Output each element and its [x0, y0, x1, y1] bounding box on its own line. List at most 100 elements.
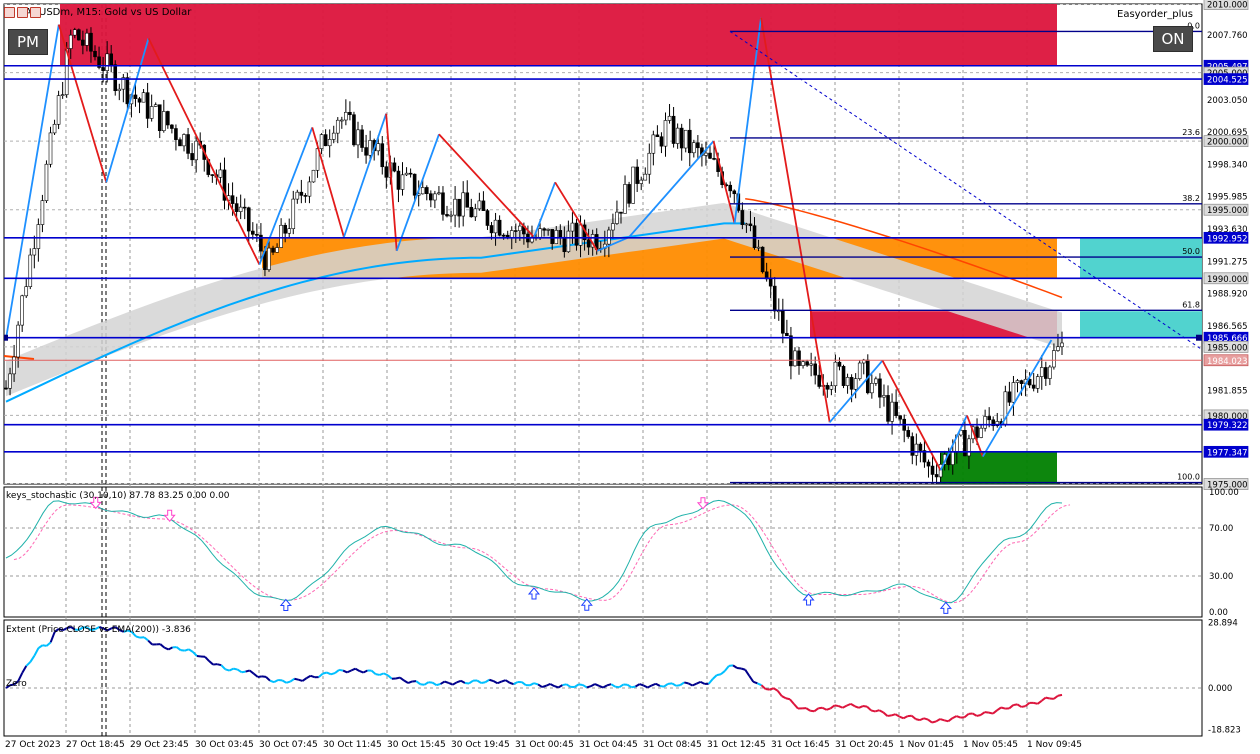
- extent-segment: [62, 627, 68, 632]
- time-tick-label: 30 Oct 07:45: [259, 740, 318, 750]
- candle-body: [643, 173, 648, 181]
- extent-pane[interactable]: [4, 625, 1202, 724]
- extent-segment: [37, 644, 44, 649]
- extent-segment: [813, 707, 819, 713]
- extent-segment: [858, 705, 864, 709]
- extent-segment: [249, 669, 255, 675]
- pane-labels: XAUUSDm, M15: Gold vs US Dollar Easyorde…: [6, 7, 1193, 689]
- extent-segment: [505, 679, 511, 684]
- extent-segment: [431, 681, 438, 686]
- candle-body: [133, 94, 138, 99]
- stoch-main-line: [5, 499, 1063, 604]
- candle-body: [732, 190, 737, 195]
- candle-body: [210, 174, 215, 176]
- candle-body: [493, 219, 498, 234]
- candle-body: [182, 134, 186, 147]
- extent-segment: [33, 647, 40, 657]
- extent-segment: [606, 683, 612, 687]
- easyorder-label: Easyorder_plus: [1117, 9, 1193, 20]
- extent-segment: [91, 628, 96, 632]
- extent-segment: [1013, 703, 1018, 707]
- candle-body: [412, 173, 417, 196]
- candle-body: [449, 214, 453, 217]
- candle-body: [922, 450, 927, 463]
- extent-segment: [679, 681, 685, 686]
- zigzag-segment: [395, 133, 440, 252]
- candle-body: [1060, 342, 1064, 348]
- candle-body: [975, 426, 979, 438]
- candle-body: [748, 223, 753, 227]
- candle-body: [267, 247, 271, 270]
- candle-body: [77, 29, 81, 41]
- candle-body: [639, 179, 644, 184]
- candle-body: [611, 223, 615, 231]
- extent-segment: [103, 627, 108, 632]
- candle-body: [275, 247, 279, 253]
- extent-segment: [728, 664, 734, 667]
- candle-body: [833, 361, 838, 387]
- candle-body: [477, 200, 482, 210]
- extent-segment: [582, 684, 588, 689]
- price-axis-label: 1984.023: [1207, 357, 1248, 367]
- stoch-axis-label: 100.00: [1209, 488, 1239, 498]
- price-axis-tag: [1203, 158, 1249, 170]
- extent-axis-label: -18.823: [1208, 725, 1241, 735]
- candle-body: [789, 335, 793, 367]
- candle-body: [813, 363, 817, 376]
- candle-body: [465, 192, 470, 208]
- extent-segment: [992, 709, 998, 715]
- extent-segment: [216, 663, 222, 667]
- candle-body: [404, 172, 409, 176]
- candle-body: [817, 374, 822, 387]
- candle-body: [24, 286, 29, 297]
- extent-segment: [310, 674, 316, 679]
- time-tick-label: 30 Oct 19:45: [451, 740, 510, 750]
- candle-body: [335, 119, 340, 134]
- arrow-up-icon: [802, 593, 815, 606]
- fib-level-label: 100.0: [1177, 473, 1200, 482]
- candle-body: [744, 223, 749, 226]
- arrow-down-icon: [89, 496, 102, 510]
- candle-body: [20, 295, 24, 326]
- price-axis-tag: [1203, 478, 1249, 490]
- extent-segment: [899, 715, 904, 720]
- candle-body: [174, 128, 178, 140]
- candle-body: [121, 77, 126, 90]
- on-button[interactable]: ON: [1153, 26, 1193, 52]
- candle-body: [849, 377, 854, 390]
- pm-button[interactable]: PM: [8, 29, 48, 55]
- candle-body: [28, 254, 33, 287]
- extent-segment: [687, 682, 693, 687]
- price-pane[interactable]: 0.0 23.6 38.2 50.0 61.8 100.0: [2, 3, 1202, 490]
- extent-segment: [289, 677, 295, 683]
- extent-segment: [923, 717, 929, 721]
- candle-body: [194, 140, 198, 161]
- candle-body: [663, 120, 668, 147]
- price-axis-tag: [1203, 93, 1249, 106]
- candle-body: [481, 200, 486, 211]
- extent-segment: [387, 674, 393, 680]
- window-icons: [4, 7, 41, 18]
- zigzag-segment: [258, 127, 314, 265]
- extent-segment: [444, 680, 450, 684]
- candle-body: [882, 395, 886, 398]
- candle-body: [906, 430, 911, 437]
- candle-body: [518, 225, 522, 232]
- candle-body: [740, 210, 745, 225]
- candle-body: [841, 366, 846, 386]
- price-axis-label: 1985.000: [1207, 343, 1248, 353]
- stochastic-pane[interactable]: [4, 496, 1202, 614]
- candle-body: [72, 29, 77, 36]
- candle-body: [105, 53, 109, 71]
- extent-segment: [903, 715, 909, 720]
- zigzag-segment: [147, 37, 261, 265]
- candle-body: [983, 416, 987, 429]
- extent-segment: [318, 672, 324, 678]
- price-axis-tag: [1203, 319, 1249, 332]
- extent-segment: [533, 682, 539, 686]
- price-axis-label: 1985.666: [1207, 334, 1248, 344]
- candle-body: [222, 169, 227, 201]
- candle-body: [635, 166, 639, 184]
- extent-segment: [610, 683, 616, 688]
